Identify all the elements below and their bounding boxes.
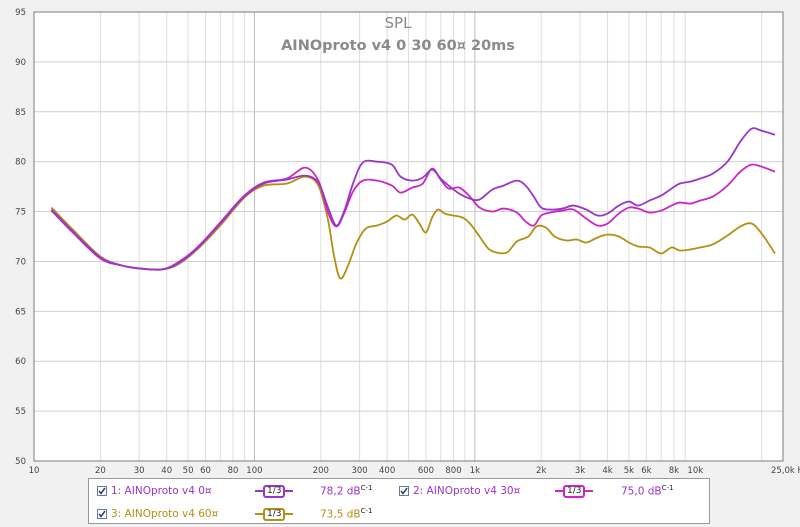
checkbox-icon[interactable] xyxy=(399,486,409,496)
x-tick-label: 100 xyxy=(246,466,262,476)
y-tick-label: 90 xyxy=(15,58,26,68)
x-tick-label: 2k xyxy=(536,466,546,476)
x-tick-label: 400 xyxy=(379,466,395,476)
x-axis-ticks: 10 20 30 40 50 60 80 100 200 300 400 600 800 1k 2k 3k 4k… xyxy=(29,466,800,476)
smoothing-label-3: 1/3 xyxy=(263,507,286,521)
x-tick-label: 5k xyxy=(624,466,634,476)
y-tick-label: 70 xyxy=(15,257,26,267)
series-lines xyxy=(50,127,776,280)
legend-swatch-3 xyxy=(255,513,263,515)
legend-value-1-text: 78,2 dB xyxy=(320,485,361,498)
x-tick-label: 6k xyxy=(641,466,651,476)
x-tick-label: 300 xyxy=(351,466,367,476)
y-tick-label: 65 xyxy=(15,307,26,317)
x-tick-label: 60 xyxy=(200,466,211,476)
legend-value-3-text: 73,5 dB xyxy=(320,508,361,521)
legend-value-3: 73,5 dBC-1 xyxy=(320,507,372,521)
x-tick-label: 10 xyxy=(29,466,40,476)
legend-swatch-1 xyxy=(255,490,263,492)
legend-value-1-sup: C-1 xyxy=(360,484,373,492)
x-tick-label: 20 xyxy=(95,466,106,476)
chart-subtitle: AINOproto v4 0 30 60¤ 20ms xyxy=(281,38,515,54)
smoothing-control-1[interactable]: 1/3 xyxy=(255,482,294,500)
legend-item-2[interactable]: 2: AINOproto v4 30¤ xyxy=(399,482,520,500)
series-line-3 xyxy=(50,175,776,280)
x-tick-label: 4k xyxy=(602,466,612,476)
legend-value-3-sup: C-1 xyxy=(360,507,373,515)
x-tick-label: 10k xyxy=(687,466,703,476)
y-axis-ticks: 50 55 60 65 70 75 80 85 90 95 xyxy=(15,8,26,467)
y-tick-label: 50 xyxy=(15,457,26,467)
legend-swatch-3b xyxy=(285,513,294,515)
x-tick-label: 25,0k Hz xyxy=(771,466,800,476)
y-tick-label: 85 xyxy=(15,108,26,118)
legend-label-2: 2: AINOproto v4 30¤ xyxy=(413,485,521,497)
x-tick-label: 8k xyxy=(669,466,679,476)
legend-swatch-2 xyxy=(555,490,563,492)
series-line-1 xyxy=(50,127,776,271)
x-tick-label: 600 xyxy=(418,466,434,476)
legend-item-1[interactable]: 1: AINOproto v4 0¤ xyxy=(97,482,212,500)
legend-value-2-sup: C-1 xyxy=(661,484,674,492)
y-tick-label: 95 xyxy=(15,8,26,18)
smoothing-control-3[interactable]: 1/3 xyxy=(255,505,294,523)
x-tick-label: 3k xyxy=(575,466,585,476)
x-tick-label: 80 xyxy=(228,466,239,476)
x-tick-label: 50 xyxy=(183,466,194,476)
legend-item-3[interactable]: 3: AINOproto v4 60¤ xyxy=(97,505,218,523)
legend-value-2-text: 75,0 dB xyxy=(621,485,662,498)
legend-swatch-1b xyxy=(285,490,294,492)
x-tick-label: 800 xyxy=(445,466,461,476)
checkbox-icon[interactable] xyxy=(97,486,107,496)
legend-label-3: 3: AINOproto v4 60¤ xyxy=(111,508,219,520)
y-tick-label: 55 xyxy=(15,407,26,417)
smoothing-control-2[interactable]: 1/3 xyxy=(555,482,594,500)
x-tick-label: 1k xyxy=(470,466,480,476)
legend-label-1: 1: AINOproto v4 0¤ xyxy=(111,485,212,497)
smoothing-label-1: 1/3 xyxy=(263,484,286,498)
legend-value-2: 75,0 dBC-1 xyxy=(621,484,673,498)
legend-value-1: 78,2 dBC-1 xyxy=(320,484,372,498)
y-tick-label: 75 xyxy=(15,208,26,218)
legend-panel: 1: AINOproto v4 0¤ 1/3 78,2 dBC-1 2: AIN… xyxy=(88,478,710,524)
x-tick-label: 40 xyxy=(161,466,172,476)
plot-frame xyxy=(33,11,784,462)
x-tick-label: 30 xyxy=(134,466,145,476)
checkbox-icon[interactable] xyxy=(97,509,107,519)
x-tick-label: 200 xyxy=(313,466,329,476)
smoothing-label-2: 1/3 xyxy=(563,484,586,498)
y-tick-label: 60 xyxy=(15,357,26,367)
legend-swatch-2b xyxy=(585,490,594,492)
y-tick-label: 80 xyxy=(15,158,26,168)
chart-title: SPL xyxy=(385,14,413,32)
